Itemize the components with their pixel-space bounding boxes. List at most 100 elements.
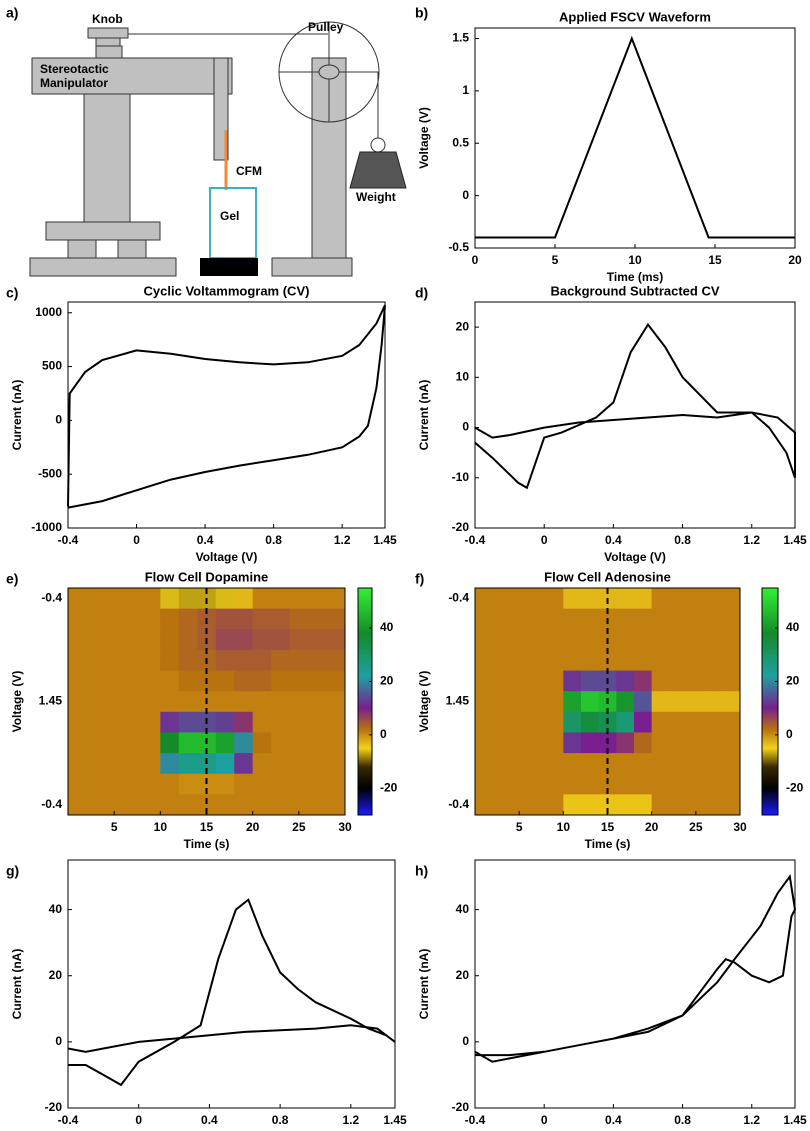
- heatmap-cell: [687, 774, 705, 795]
- heatmap-cell: [705, 794, 723, 815]
- heatmap-cell: [68, 588, 87, 609]
- y-axis-label: Current (nA): [417, 380, 431, 451]
- heatmap-cell: [581, 671, 599, 692]
- heatmap-cell: [105, 650, 124, 671]
- heatmap-cell: [86, 732, 105, 753]
- heatmap-cell: [142, 609, 161, 630]
- x-tick-label: 25: [292, 820, 306, 834]
- heatmap-cell: [493, 588, 511, 609]
- heatmap-cell: [216, 712, 235, 733]
- x-tick-label: 20: [645, 820, 659, 834]
- x-tick-label: 20: [788, 253, 802, 267]
- heatmap-cell: [581, 712, 599, 733]
- colorbar-tick-label: 20: [380, 674, 394, 688]
- heatmap-cell: [271, 774, 290, 795]
- heatmap-cell: [528, 650, 546, 671]
- heatmap-cell: [68, 691, 87, 712]
- heatmap-cell: [722, 712, 740, 733]
- heatmap-cell: [216, 732, 235, 753]
- heatmap-cell: [687, 650, 705, 671]
- heatmap-cell: [271, 753, 290, 774]
- heatmap-cell: [160, 650, 179, 671]
- heatmap-cell: [722, 671, 740, 692]
- heatmap-cell: [308, 732, 327, 753]
- heatmap-cell: [581, 774, 599, 795]
- heatmap-cell: [123, 794, 142, 815]
- heatmap-cell: [546, 650, 564, 671]
- heatmap-cell: [179, 671, 198, 692]
- heatmap-cell: [652, 732, 670, 753]
- heatmap-cell: [705, 588, 723, 609]
- heatmap-cell: [290, 732, 309, 753]
- heatmap-cell: [528, 712, 546, 733]
- heatmap-cell: [722, 794, 740, 815]
- heatmap-cell: [687, 732, 705, 753]
- heatmap-cell: [234, 609, 253, 630]
- heatmap-cell: [687, 671, 705, 692]
- x-tick-label: -0.4: [58, 533, 79, 547]
- heatmap-cell: [253, 609, 272, 630]
- y-tick-label: -20: [452, 1100, 470, 1114]
- x-tick-label: 0.4: [605, 533, 622, 547]
- heatmap-cell: [652, 753, 670, 774]
- heatmap-cell: [179, 794, 198, 815]
- heatmap-cell: [493, 650, 511, 671]
- panel-label: h): [415, 863, 428, 879]
- heatmap-cell: [563, 732, 581, 753]
- diagram-label: CFM: [236, 164, 262, 178]
- heatmap-cell: [669, 753, 687, 774]
- heatmap-cell: [105, 774, 124, 795]
- heatmap-cell: [528, 753, 546, 774]
- chart-panel: h)Voltage (V)Current (nA)-2002040-0.400.…: [415, 860, 807, 1131]
- weight: [350, 152, 406, 188]
- heatmap-cell: [234, 650, 253, 671]
- heatmap-cell: [581, 753, 599, 774]
- x-tick-label: 0: [472, 253, 479, 267]
- base: [30, 258, 176, 276]
- heatmap-cell: [616, 629, 634, 650]
- chart-panel: g)Voltage (V)Current (nA)-2002040-0.400.…: [6, 860, 407, 1131]
- diagram-label: Pulley: [308, 20, 344, 34]
- heatmap-cell: [86, 588, 105, 609]
- heatmap-cell: [105, 609, 124, 630]
- x-tick-label: 1.45: [383, 1113, 407, 1127]
- heatmap-cell: [271, 629, 290, 650]
- heatmap-cell: [475, 774, 493, 795]
- x-tick-label: 0: [135, 1113, 142, 1127]
- panel-label: g): [6, 863, 19, 879]
- heatmap-cell: [271, 671, 290, 692]
- heatmap-cell: [493, 712, 511, 733]
- heatmap-cell: [528, 629, 546, 650]
- heatmap-cell: [253, 691, 272, 712]
- heatmap-cell: [123, 671, 142, 692]
- heatmap-cell: [528, 588, 546, 609]
- heatmap-cell: [510, 753, 528, 774]
- heatmap-cell: [234, 732, 253, 753]
- heatmap-cell: [634, 794, 652, 815]
- y-tick-label: 40: [456, 902, 470, 916]
- heatmap-cell: [687, 712, 705, 733]
- data-line: [475, 325, 795, 488]
- heatmap-cell: [142, 691, 161, 712]
- heatmap-cell: [290, 691, 309, 712]
- panel-label: a): [6, 5, 18, 21]
- heatmap-cell: [634, 588, 652, 609]
- x-tick-label: 5: [552, 253, 559, 267]
- y-tick-label: -1000: [31, 520, 62, 534]
- x-tick-label: 0.8: [265, 533, 282, 547]
- heatmap-cell: [123, 753, 142, 774]
- x-tick-label: 1.45: [373, 533, 397, 547]
- heatmap-cell: [271, 691, 290, 712]
- heatmap-cell: [652, 691, 670, 712]
- heatmap-cell: [160, 609, 179, 630]
- heatmap-cell: [327, 691, 346, 712]
- heatmap-cell: [105, 671, 124, 692]
- heatmap-cell: [308, 774, 327, 795]
- plot-frame: [475, 302, 795, 528]
- heatmap-cell: [652, 650, 670, 671]
- heatmap-cell: [669, 712, 687, 733]
- colorbar: [358, 588, 372, 815]
- diagram-label: Manipulator: [40, 76, 108, 90]
- heatmap-cell: [179, 753, 198, 774]
- heatmap-cell: [160, 794, 179, 815]
